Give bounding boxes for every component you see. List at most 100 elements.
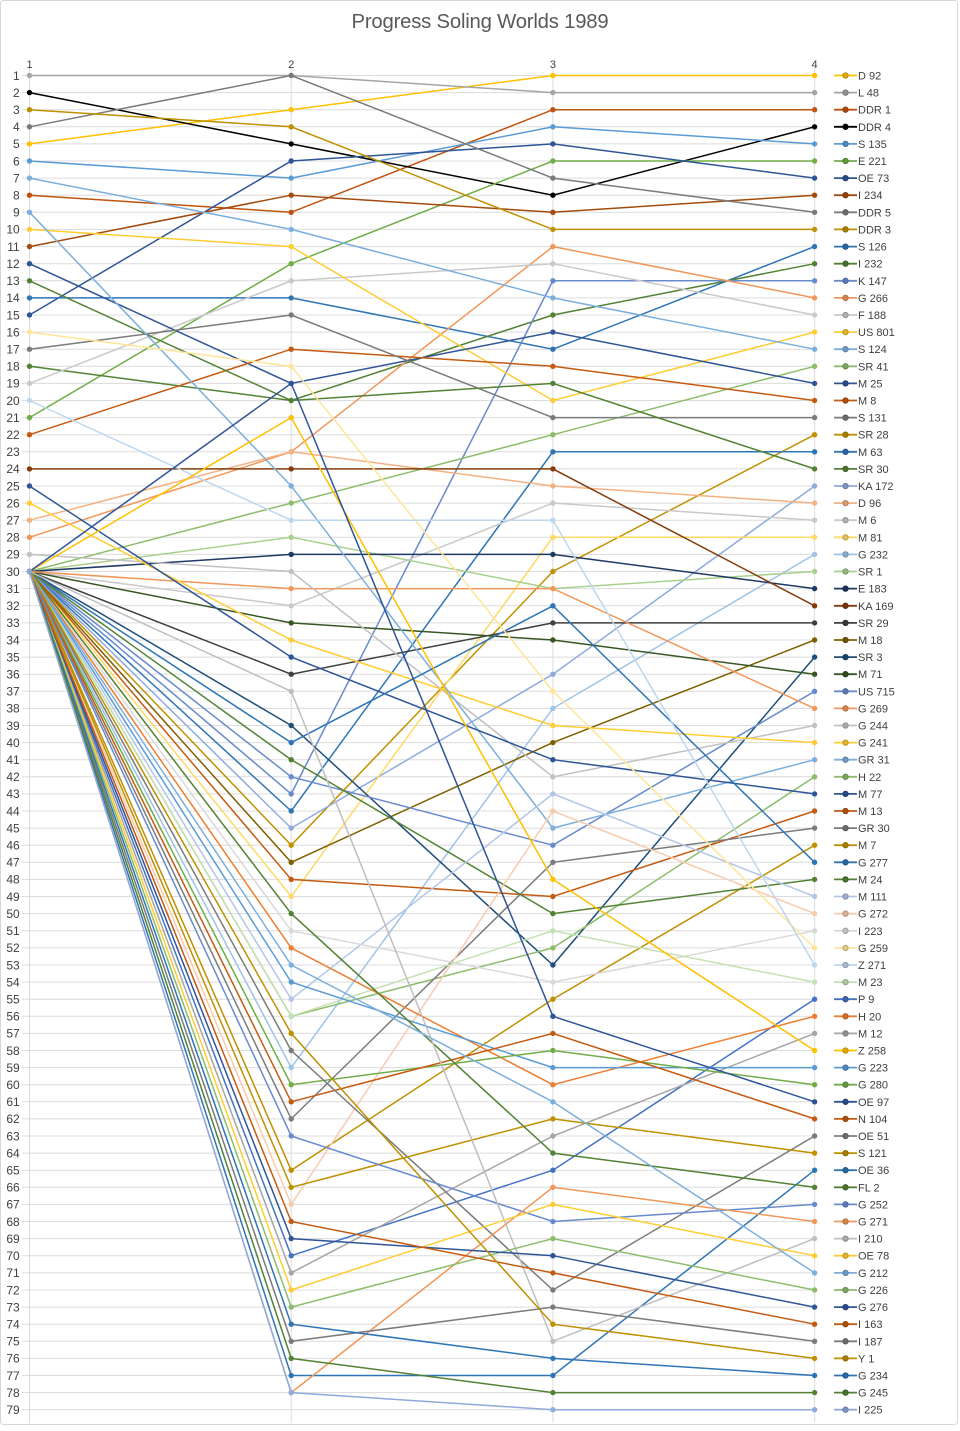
svg-text:48: 48: [6, 873, 20, 887]
svg-text:FL 2: FL 2: [858, 1182, 880, 1194]
svg-text:E 183: E 183: [858, 584, 887, 596]
svg-text:M 7: M 7: [858, 840, 876, 852]
svg-text:L 48: L 48: [858, 88, 879, 100]
svg-text:OE 51: OE 51: [858, 1131, 889, 1143]
svg-text:17: 17: [6, 343, 20, 357]
svg-text:46: 46: [6, 839, 20, 853]
svg-text:10: 10: [6, 223, 20, 237]
svg-text:31: 31: [6, 582, 20, 596]
svg-text:DDR 3: DDR 3: [858, 224, 891, 236]
svg-text:G 266: G 266: [858, 293, 888, 305]
svg-text:20: 20: [6, 394, 20, 408]
svg-text:G 223: G 223: [858, 1063, 888, 1075]
svg-text:Y 1: Y 1: [858, 1353, 874, 1365]
svg-text:E 221: E 221: [858, 156, 887, 168]
svg-text:M 6: M 6: [858, 515, 876, 527]
svg-text:70: 70: [6, 1249, 20, 1263]
svg-text:F 188: F 188: [858, 310, 886, 322]
svg-text:53: 53: [6, 958, 20, 972]
svg-text:SR 3: SR 3: [858, 652, 882, 664]
svg-text:49: 49: [6, 890, 20, 904]
svg-text:33: 33: [6, 616, 20, 630]
svg-text:77: 77: [6, 1369, 20, 1383]
svg-text:M 12: M 12: [858, 1028, 882, 1040]
svg-text:54: 54: [6, 975, 20, 989]
svg-text:78: 78: [6, 1386, 20, 1400]
svg-text:G 232: G 232: [858, 549, 888, 561]
svg-text:1: 1: [26, 59, 32, 71]
svg-text:36: 36: [6, 668, 20, 682]
svg-text:55: 55: [6, 993, 20, 1007]
svg-text:S 124: S 124: [858, 344, 887, 356]
svg-text:51: 51: [6, 924, 20, 938]
svg-text:63: 63: [6, 1129, 20, 1143]
svg-text:66: 66: [6, 1181, 20, 1195]
svg-text:45: 45: [6, 821, 20, 835]
svg-text:N 104: N 104: [858, 1114, 887, 1126]
svg-text:14: 14: [6, 291, 20, 305]
svg-text:22: 22: [6, 428, 20, 442]
svg-text:9: 9: [13, 206, 20, 220]
svg-text:GR 30: GR 30: [858, 823, 890, 835]
svg-text:4: 4: [812, 59, 818, 71]
svg-text:I 225: I 225: [858, 1405, 882, 1417]
svg-text:8: 8: [13, 189, 20, 203]
svg-text:KA 169: KA 169: [858, 601, 893, 613]
svg-text:M 111: M 111: [858, 892, 887, 904]
svg-text:G 234: G 234: [858, 1371, 888, 1383]
svg-text:59: 59: [6, 1061, 20, 1075]
svg-text:DDR 4: DDR 4: [858, 122, 891, 134]
svg-text:30: 30: [6, 565, 20, 579]
svg-text:42: 42: [6, 770, 20, 784]
svg-text:58: 58: [6, 1044, 20, 1058]
svg-text:D 92: D 92: [858, 71, 881, 83]
svg-text:52: 52: [6, 941, 20, 955]
svg-text:P 9: P 9: [858, 994, 874, 1006]
svg-text:1: 1: [13, 69, 20, 83]
svg-text:27: 27: [6, 514, 20, 528]
svg-text:11: 11: [7, 240, 20, 254]
svg-text:2: 2: [13, 86, 20, 100]
svg-text:68: 68: [6, 1215, 20, 1229]
svg-text:44: 44: [6, 804, 20, 818]
svg-text:71: 71: [6, 1266, 20, 1280]
svg-text:DDR 1: DDR 1: [858, 105, 891, 117]
svg-text:24: 24: [6, 462, 20, 476]
svg-text:I 163: I 163: [858, 1319, 882, 1331]
svg-text:60: 60: [6, 1078, 20, 1092]
svg-text:43: 43: [6, 787, 20, 801]
svg-text:M 18: M 18: [858, 635, 882, 647]
svg-text:M 24: M 24: [858, 874, 882, 886]
svg-text:Z 271: Z 271: [858, 960, 886, 972]
svg-text:79: 79: [6, 1403, 20, 1417]
svg-text:40: 40: [6, 736, 20, 750]
svg-text:21: 21: [6, 411, 20, 425]
svg-text:16: 16: [6, 325, 20, 339]
svg-text:OE 78: OE 78: [858, 1251, 889, 1263]
svg-text:M 71: M 71: [858, 669, 882, 681]
svg-text:47: 47: [6, 856, 20, 870]
svg-text:67: 67: [6, 1198, 20, 1212]
svg-text:K 147: K 147: [858, 276, 887, 288]
svg-text:M 81: M 81: [858, 532, 882, 544]
svg-text:37: 37: [6, 685, 20, 699]
svg-text:M 25: M 25: [858, 378, 882, 390]
svg-text:S 135: S 135: [858, 139, 887, 151]
svg-text:32: 32: [6, 599, 20, 613]
svg-text:34: 34: [6, 633, 20, 647]
svg-text:I 210: I 210: [858, 1234, 882, 1246]
svg-text:72: 72: [6, 1283, 20, 1297]
svg-text:OE 97: OE 97: [858, 1097, 889, 1109]
svg-text:OE 73: OE 73: [858, 173, 889, 185]
svg-text:M 63: M 63: [858, 447, 882, 459]
svg-text:18: 18: [6, 360, 20, 374]
svg-text:69: 69: [6, 1232, 20, 1246]
svg-text:US 801: US 801: [858, 327, 895, 339]
svg-text:S 131: S 131: [858, 413, 887, 425]
svg-text:GR 31: GR 31: [858, 755, 890, 767]
svg-text:12: 12: [6, 257, 20, 271]
svg-text:65: 65: [6, 1164, 20, 1178]
svg-text:Z 258: Z 258: [858, 1046, 886, 1058]
svg-text:G 259: G 259: [858, 943, 888, 955]
svg-text:US 715: US 715: [858, 686, 895, 698]
